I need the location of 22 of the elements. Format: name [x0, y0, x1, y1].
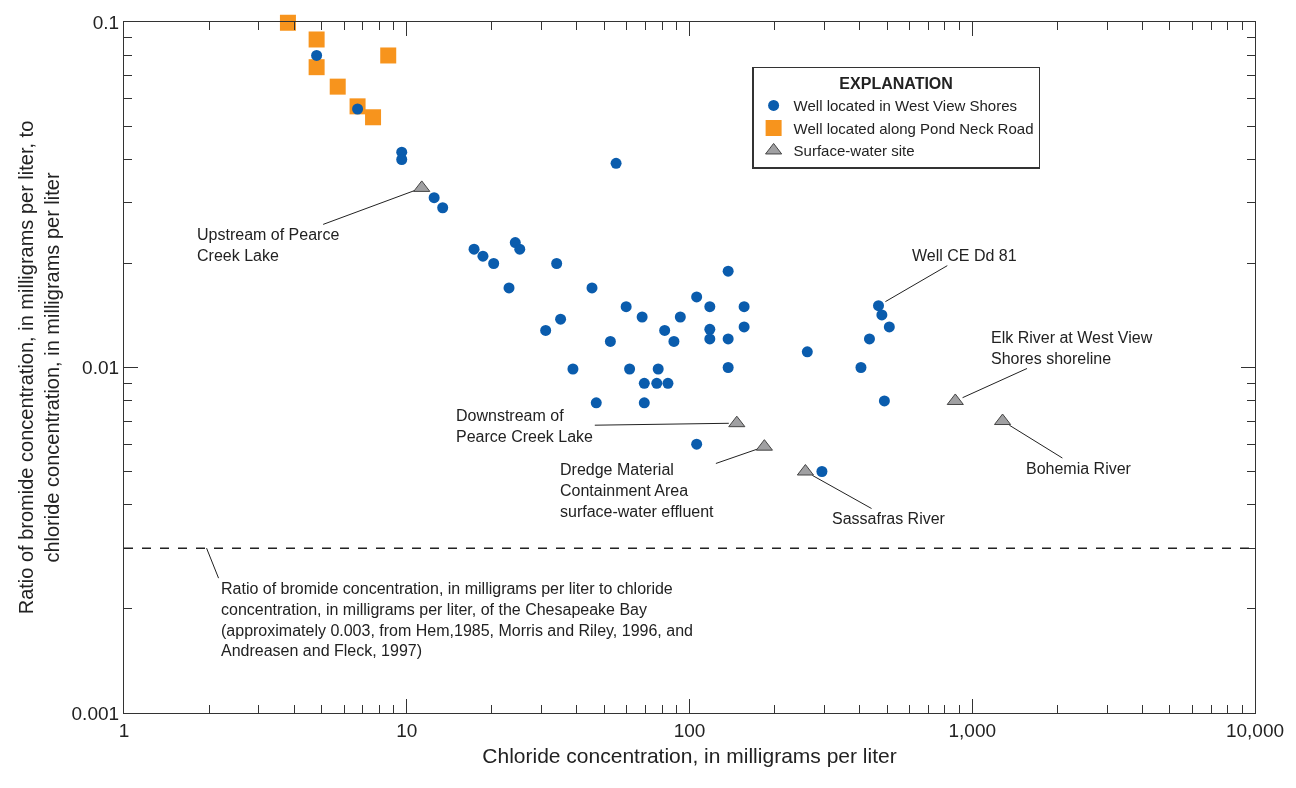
legend-label: Surface-water site: [793, 142, 915, 160]
annotation: Elk River at West View Shores shoreline: [991, 329, 1153, 367]
y-axis-title: Ratio of bromide concentration, in milligrams per liter, to chloride concentration, in milligrams per liter: [15, 120, 64, 615]
x-tick-label: 10,000: [1225, 719, 1285, 741]
x-tick-label: 10: [396, 719, 418, 741]
x-tick-label: 1: [118, 719, 130, 741]
y-tick-label: 0.001: [71, 702, 120, 724]
annotation: Dredge Material Containment Area surface-water effluent: [560, 461, 715, 520]
y-tick-label: 0.1: [92, 11, 120, 33]
x-axis-title: Chloride concentration, in milligrams per liter: [482, 744, 897, 768]
y-tick-label: 0.01: [82, 357, 120, 379]
ref-line-label: Ratio of bromide concentration, in milligrams per liter to chloride concentration, in milligrams per liter, of the Chesapeake Bay (approximately 0.003, from Hem,1985, Morris and Riley, 1996, and Andreasen and Fleck, 1997): [221, 580, 693, 660]
annotation: Upstream of Pearce Creek Lake: [197, 226, 340, 264]
annotation: Bohemia River: [1026, 460, 1132, 477]
x-tick-label: 100: [673, 719, 706, 741]
legend-label: Well located along Pond Neck Road: [793, 119, 1034, 137]
legend-title: EXPLANATION: [839, 75, 953, 93]
annotation: Sassafras River: [832, 510, 946, 527]
x-tick-label: 1,000: [948, 719, 997, 741]
annotation: Well CE Dd 81: [912, 247, 1017, 264]
legend-label: Well located in West View Shores: [793, 97, 1018, 115]
annotation: Downstream of Pearce Creek Lake: [456, 407, 594, 445]
